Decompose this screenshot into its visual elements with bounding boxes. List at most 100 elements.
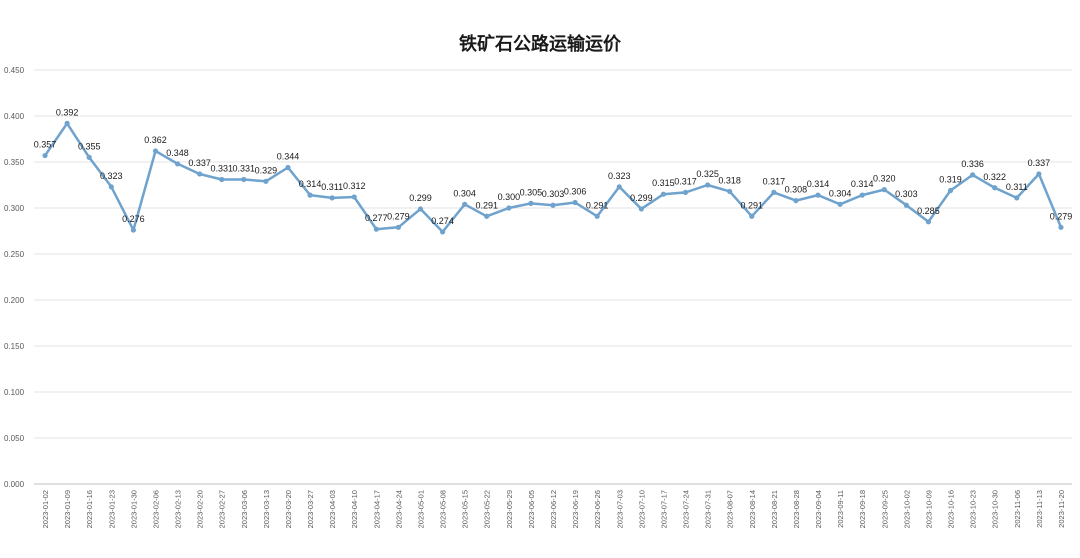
x-tick-label: 2023-05-08 [439,490,448,528]
data-point [594,213,600,219]
data-label: 0.299 [630,193,653,203]
data-point [970,172,976,178]
data-label: 0.323 [100,171,123,181]
x-tick-label: 2023-09-25 [880,490,889,528]
data-point [1014,195,1020,201]
x-tick-label: 2023-06-05 [527,490,536,528]
data-label: 0.337 [188,158,211,168]
data-point [859,192,865,198]
x-tick-label: 2023-06-12 [549,490,558,528]
data-point [484,213,490,219]
data-point [329,195,335,201]
data-label: 0.299 [409,193,432,203]
data-label: 0.323 [608,171,631,181]
data-label: 0.392 [56,107,79,117]
data-point [462,201,468,207]
x-tick-label: 2023-03-27 [306,490,315,528]
x-tick-label: 2023-03-20 [284,490,293,528]
data-label: 0.305 [520,187,543,197]
x-tick-label: 2023-09-04 [814,490,823,528]
x-tick-label: 2023-11-13 [1035,490,1044,528]
data-label: 0.291 [586,200,609,210]
x-tick-label: 2023-01-23 [107,490,116,528]
y-tick-label: 0.100 [4,388,25,397]
data-point [704,182,711,188]
data-label: 0.285 [917,206,940,216]
x-tick-label: 2023-08-21 [770,490,779,528]
data-label: 0.304 [453,188,476,198]
data-label: 0.303 [542,189,565,199]
y-tick-label: 0.200 [4,296,25,305]
data-label: 0.291 [475,200,498,210]
data-point [771,189,777,195]
y-tick-label: 0.150 [4,342,25,351]
y-tick-label: 0.450 [4,66,25,75]
data-label: 0.277 [365,213,388,223]
data-label: 0.312 [343,181,366,191]
data-point [837,201,843,207]
x-tick-label: 2023-04-17 [372,490,381,528]
data-label: 0.311 [321,182,343,192]
data-label: 0.320 [873,174,896,184]
x-tick-label: 2023-07-17 [659,490,668,528]
data-label: 0.344 [277,152,300,162]
x-tick-label: 2023-05-29 [505,490,514,528]
x-tick-label: 2023-04-10 [350,490,359,528]
data-point [572,199,578,206]
data-label: 0.325 [696,169,719,179]
x-tick-label: 2023-05-01 [416,490,425,528]
data-label: 0.276 [122,214,145,224]
data-point [903,202,909,208]
x-tick-label: 2023-11-20 [1057,490,1066,528]
data-label: 0.322 [983,172,1006,182]
data-label: 0.314 [851,179,874,189]
x-tick-label: 2023-08-14 [748,490,757,528]
x-tick-label: 2023-02-20 [196,490,205,528]
x-tick-label: 2023-04-03 [328,490,337,528]
data-point [197,171,203,177]
x-tick-label: 2023-07-24 [682,490,691,528]
data-point [86,154,92,160]
x-tick-label: 2023-01-16 [85,490,94,528]
y-tick-label: 0.400 [4,112,25,121]
x-tick-label: 2023-01-02 [41,490,50,528]
data-label: 0.314 [807,179,830,189]
x-tick-label: 2023-10-23 [969,490,978,528]
x-tick-label: 2023-05-15 [461,490,470,528]
data-point [307,192,313,198]
data-point [793,198,799,204]
data-point [616,184,622,190]
data-label: 0.279 [387,211,410,221]
data-label: 0.291 [741,200,764,210]
x-tick-label: 2023-07-03 [615,490,624,528]
data-point [1036,171,1042,177]
data-label: 0.274 [431,216,454,226]
data-point [174,161,181,167]
series-line [43,122,1063,234]
data-point [108,184,114,190]
data-point [947,187,954,194]
data-point [351,194,357,200]
data-label: 0.337 [1028,158,1051,168]
data-label: 0.308 [785,185,808,195]
y-tick-label: 0.350 [4,158,25,167]
data-point [373,226,379,232]
data-label: 0.362 [144,135,167,145]
data-point [682,189,689,195]
data-label: 0.303 [895,189,918,199]
x-tick-label: 2023-07-31 [704,490,713,528]
data-label: 0.355 [78,141,101,151]
data-point [219,176,225,183]
x-tick-label: 2023-06-19 [571,490,580,528]
data-point [42,152,48,159]
x-tick-label: 2023-02-13 [174,490,183,528]
x-tick-label: 2023-10-09 [924,490,933,528]
x-tick-label: 2023-10-30 [991,490,1000,528]
data-point [395,224,402,230]
x-tick-label: 2023-07-10 [637,490,646,528]
data-point [660,191,667,197]
data-label: 0.319 [939,175,962,185]
data-point [881,187,887,193]
data-label: 0.357 [34,140,57,150]
data-label: 0.279 [1050,211,1073,221]
